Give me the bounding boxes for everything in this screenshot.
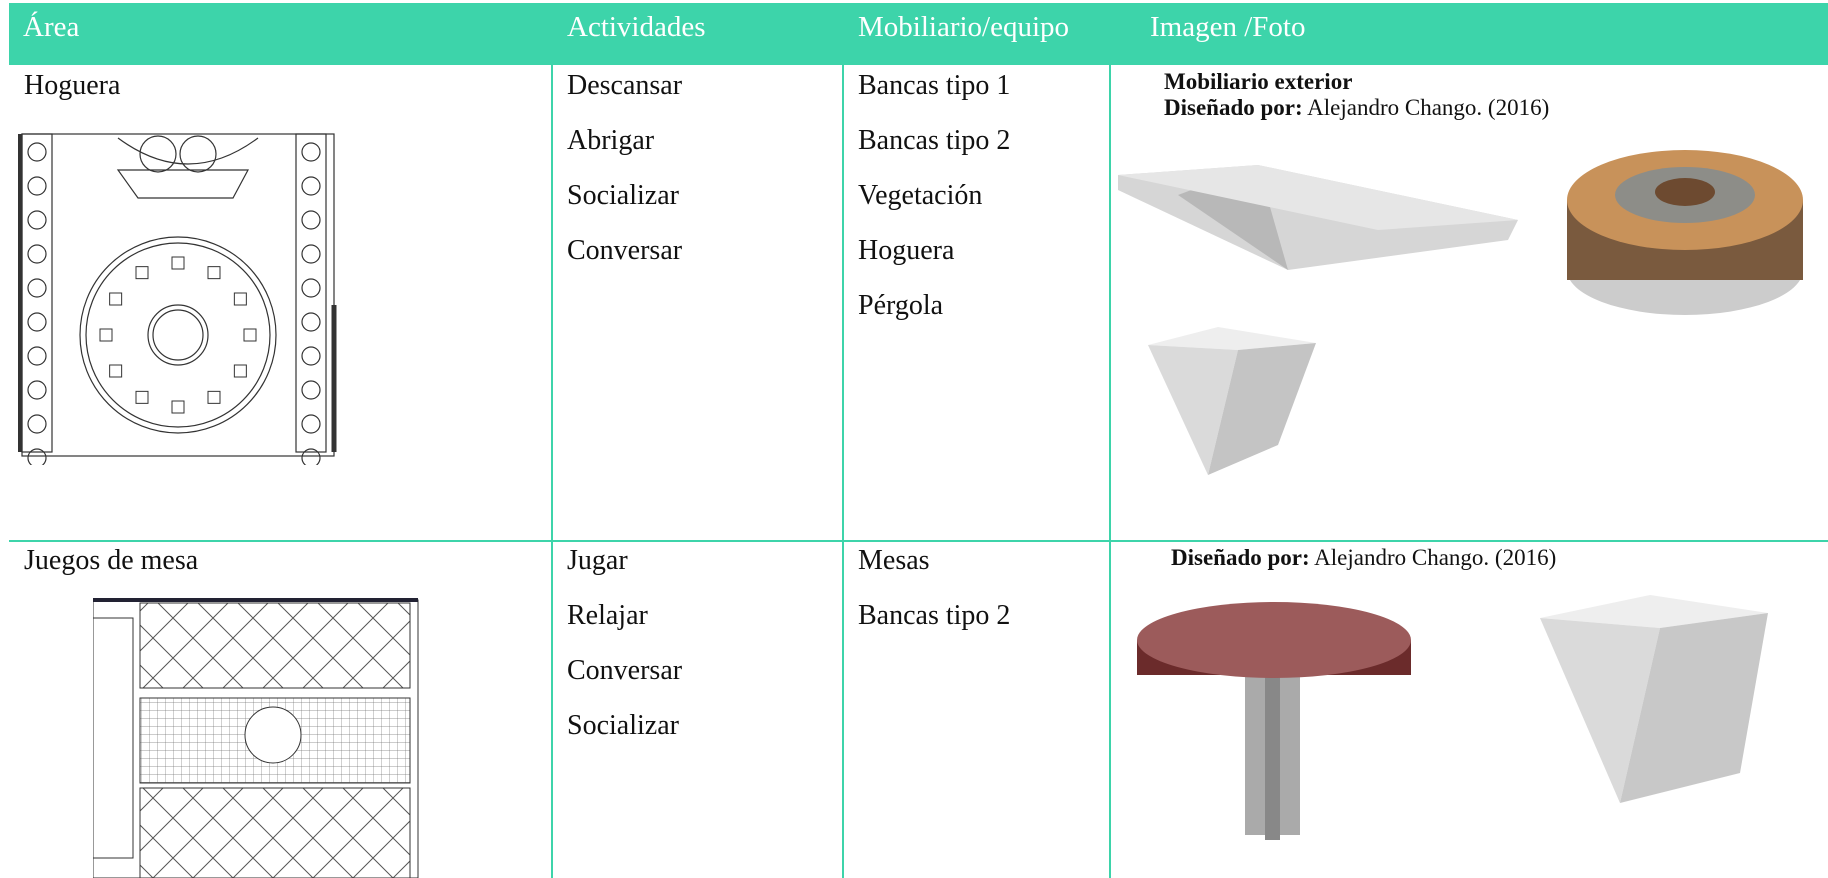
bench-mark: [135, 266, 149, 280]
column: [27, 346, 47, 366]
column: [301, 448, 321, 465]
furniture: Mesas Bancas tipo 2: [858, 545, 1010, 655]
bench-image: [1118, 165, 1518, 270]
bench-mark: [207, 390, 221, 404]
column-border: [842, 65, 844, 878]
column: [27, 448, 47, 465]
list-item: Socializar: [567, 710, 679, 741]
column: [27, 176, 47, 196]
bench-mark: [135, 390, 149, 404]
caption-title: Mobiliario exterior: [1164, 69, 1353, 94]
credit: Alejandro Chango. (2016): [1307, 95, 1550, 120]
list-item: Descansar: [567, 70, 683, 101]
list-item: Hoguera: [858, 235, 955, 266]
column: [27, 244, 47, 264]
column: [301, 380, 321, 400]
column: [27, 210, 47, 230]
row-border: [9, 540, 1828, 542]
list-item: Bancas tipo 2: [858, 600, 1011, 631]
header-cell: Imagen /Foto: [1150, 11, 1306, 43]
table-header: Área Actividades Mobiliario/equipo Image…: [9, 3, 1828, 65]
bench-mark: [207, 266, 221, 280]
credit: Alejandro Chango. (2016): [1314, 545, 1557, 570]
column-border: [1109, 65, 1111, 878]
list-item: Abrigar: [567, 125, 655, 156]
list-item: Conversar: [567, 655, 683, 686]
list-item: Bancas tipo 1: [858, 70, 1011, 101]
column: [27, 380, 47, 400]
list-item: Relajar: [567, 600, 648, 631]
area-name: Juegos de mesa: [24, 545, 199, 576]
activities: Descansar Abrigar Socializar Conversar: [567, 70, 682, 290]
bench-mark: [109, 292, 123, 306]
bench-mark: [233, 364, 247, 378]
caption: Diseñado por: Alejandro Chango. (2016): [1171, 545, 1556, 571]
column: [27, 312, 47, 332]
bench-mark: [233, 292, 247, 306]
bench-mark: [171, 256, 185, 270]
plan-drawing: [93, 598, 419, 878]
credit-label: Diseñado por:: [1164, 95, 1303, 120]
plan-drawing: [18, 133, 337, 465]
column: [301, 176, 321, 196]
list-item: Mesas: [858, 545, 930, 576]
list-item: Pérgola: [858, 290, 944, 321]
header-cell: Actividades: [567, 11, 706, 43]
area-name: Hoguera: [24, 70, 121, 101]
column: [301, 142, 321, 162]
credit-label: Diseñado por:: [1171, 545, 1310, 570]
column: [301, 278, 321, 298]
column: [27, 278, 47, 298]
activities: Jugar Relajar Conversar Socializar: [567, 545, 682, 765]
column: [301, 210, 321, 230]
column: [301, 414, 321, 434]
bench-mark: [171, 400, 185, 414]
stool-image: [1148, 327, 1316, 475]
column: [301, 244, 321, 264]
header-cell: Área: [23, 11, 80, 43]
list-item: Conversar: [567, 235, 683, 266]
table-image: [1137, 602, 1411, 840]
column: [301, 346, 321, 366]
furniture: Bancas tipo 1 Bancas tipo 2 Vegetación Hogu…: [858, 70, 1010, 345]
list-item: Bancas tipo 2: [858, 125, 1011, 156]
column-border: [551, 65, 553, 878]
column: [27, 414, 47, 434]
bench-mark: [99, 328, 113, 342]
column: [27, 142, 47, 162]
column: [301, 312, 321, 332]
caption: Mobiliario exterior Diseñado por: Alejan…: [1164, 69, 1549, 121]
stool-image: [1540, 595, 1768, 803]
list-item: Socializar: [567, 180, 679, 211]
bench-mark: [109, 364, 123, 378]
list-item: Vegetación: [858, 180, 983, 211]
header-cell: Mobiliario/equipo: [858, 11, 1070, 43]
firepit-image: [1567, 150, 1803, 315]
list-item: Jugar: [567, 545, 628, 576]
bench-mark: [243, 328, 257, 342]
